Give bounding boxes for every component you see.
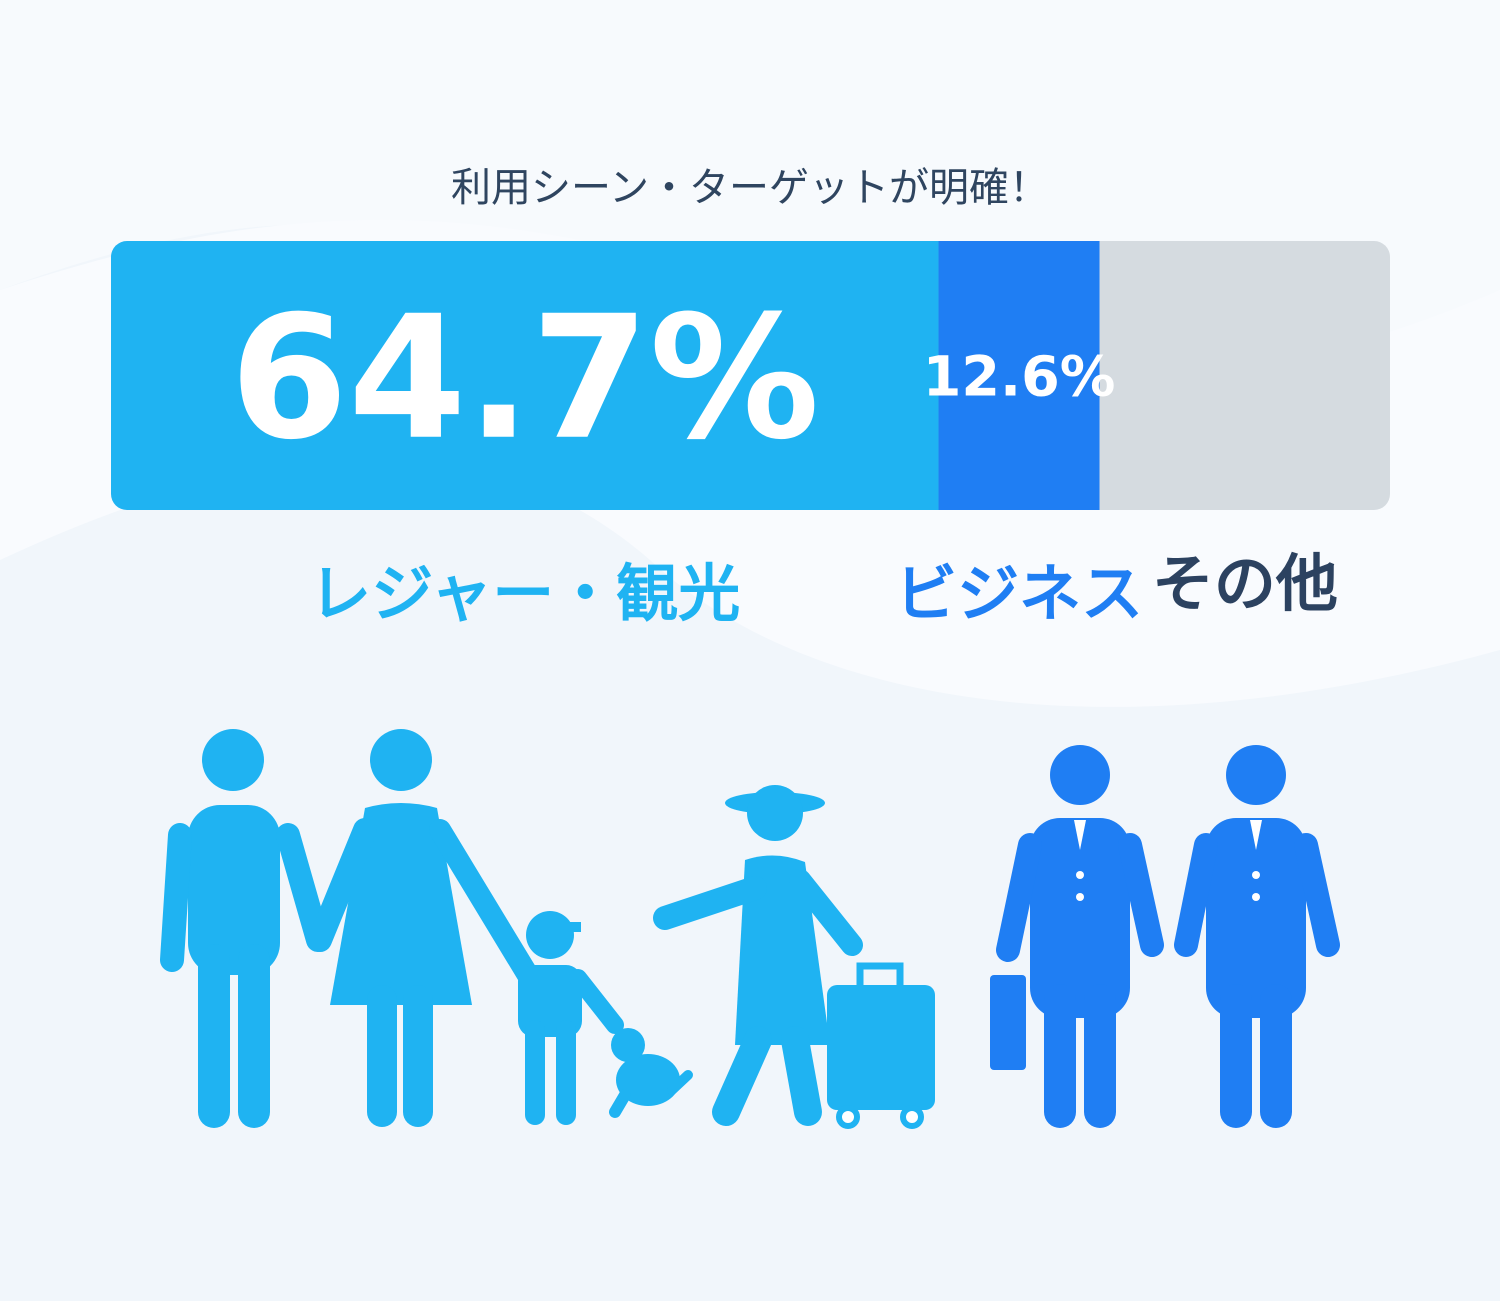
bar-track	[1099, 241, 1390, 510]
value-label: 64.7%	[230, 280, 820, 478]
leisure-icons	[160, 729, 935, 1129]
bar-segment	[938, 241, 1100, 510]
category-label: その他	[1152, 547, 1338, 620]
chart-title: 利用シーン・ターゲットが明確！	[451, 165, 1049, 211]
category-label: レジャー・観光	[309, 557, 740, 630]
business-icons	[990, 745, 1340, 1128]
bar-segments	[111, 241, 1390, 510]
bar-segment	[111, 241, 939, 510]
value-label: 12.6%	[923, 345, 1116, 410]
bar-group: 64.7% レジャー・観光 12.6% ビジネス その他	[111, 241, 1390, 630]
category-label: ビジネス	[895, 557, 1143, 630]
